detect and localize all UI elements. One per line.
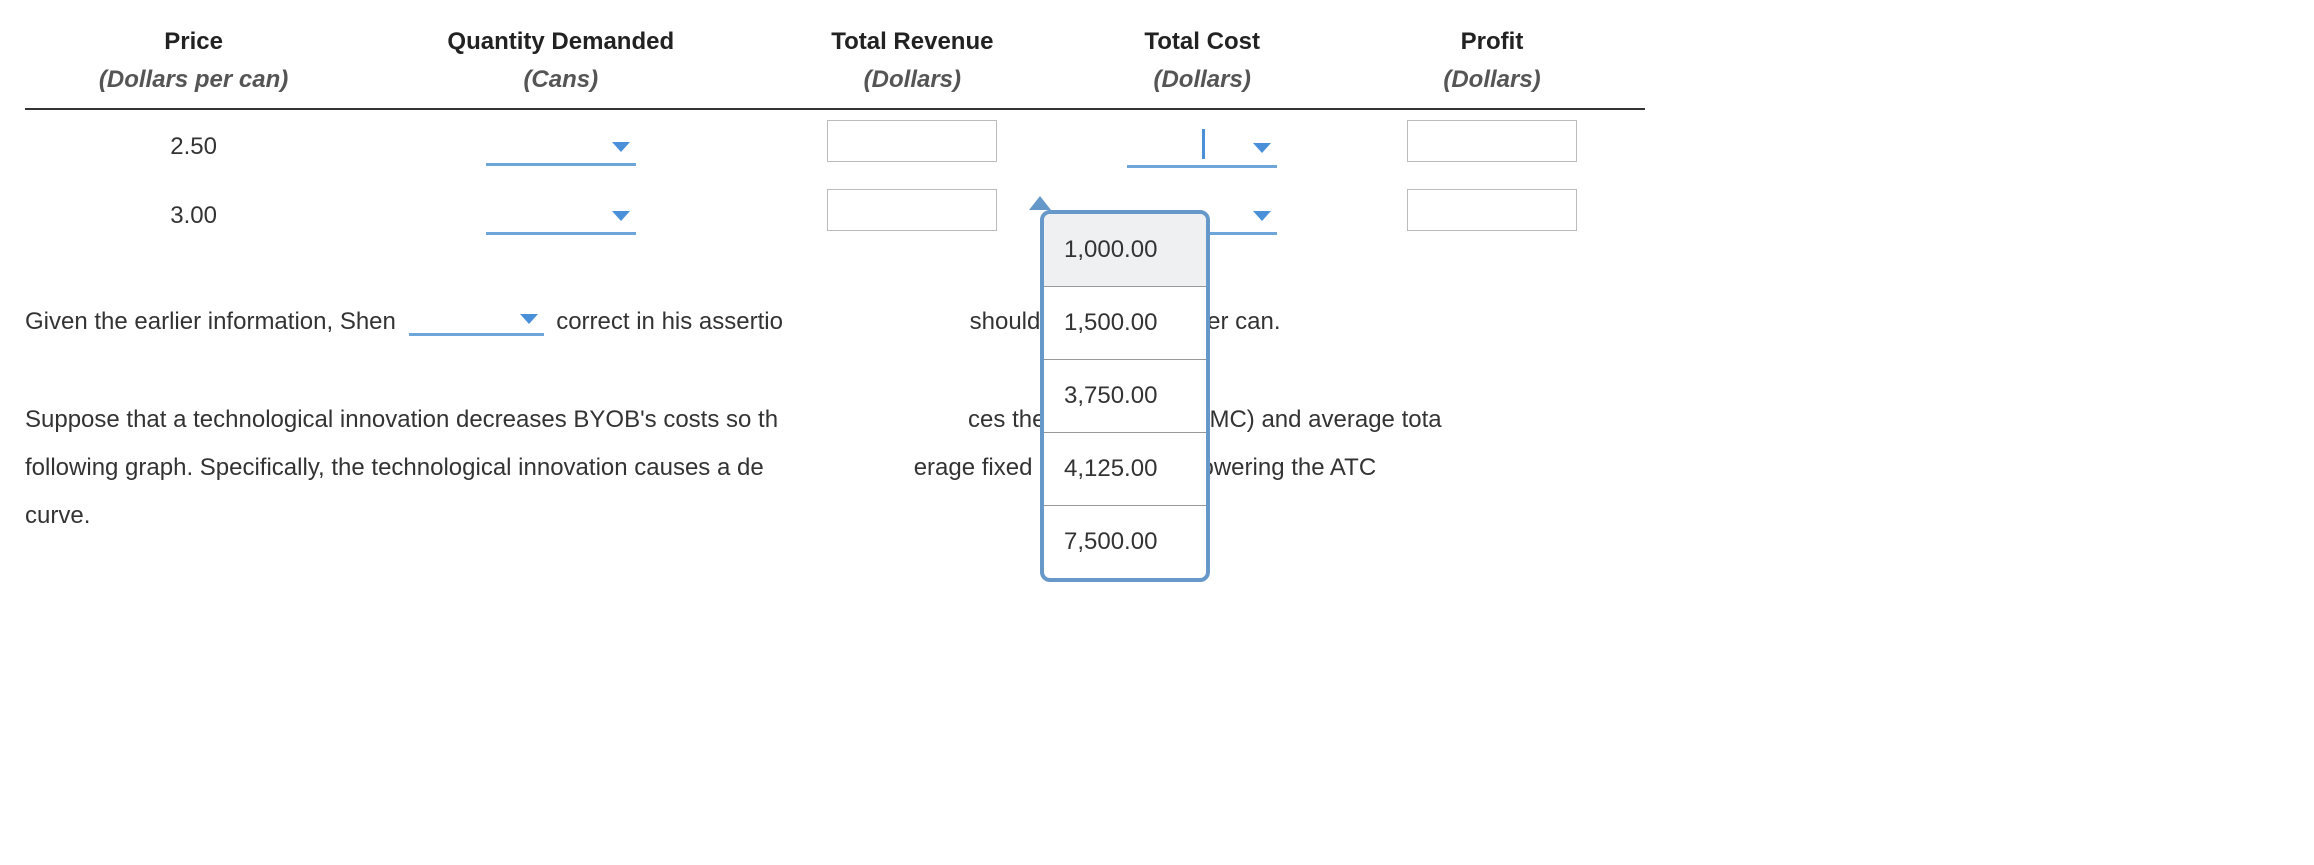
chevron-down-icon [612, 211, 630, 221]
chevron-down-icon [1253, 211, 1271, 221]
header-tr: Total Revenue [759, 20, 1065, 62]
profit-input-row2[interactable] [1407, 189, 1577, 231]
header-tc-unit: (Dollars) [1065, 62, 1339, 109]
header-profit-unit: (Dollars) [1339, 62, 1645, 109]
text-post1: correct in his assertio [556, 308, 783, 335]
chevron-down-icon [520, 314, 538, 324]
header-tc: Total Cost [1065, 20, 1339, 62]
price-value: 2.50 [25, 109, 362, 179]
chevron-down-icon [1253, 143, 1271, 153]
para2-line3: curve. [25, 502, 90, 529]
para2-line1a: Suppose that a technological innovation … [25, 406, 778, 433]
header-profit: Profit [1339, 20, 1645, 62]
table-row: 2.50 [25, 109, 1645, 179]
total-revenue-input-row1[interactable] [827, 120, 997, 162]
pricing-table: Price Quantity Demanded Total Revenue To… [25, 20, 1645, 248]
qty-dropdown-row2[interactable] [486, 201, 636, 235]
total-cost-dropdown-menu: 1,000.001,500.003,750.004,125.007,500.00 [1040, 210, 1210, 582]
header-price: Price [25, 20, 362, 62]
qty-dropdown-row1[interactable] [486, 132, 636, 166]
total-cost-dropdown-row1[interactable] [1127, 131, 1277, 165]
dropdown-option[interactable]: 4,125.00 [1044, 433, 1206, 506]
pricing-table-container: Price Quantity Demanded Total Revenue To… [25, 20, 2289, 248]
header-tr-unit: (Dollars) [759, 62, 1065, 109]
profit-input-row1[interactable] [1407, 120, 1577, 162]
text-cursor [1202, 129, 1205, 159]
dropdown-option[interactable]: 1,000.00 [1044, 214, 1206, 287]
header-qty-unit: (Cans) [362, 62, 759, 109]
dropdown-option[interactable]: 7,500.00 [1044, 506, 1206, 578]
para2-line2a: following graph. Specifically, the techn… [25, 454, 764, 481]
table-row: 3.00 [25, 179, 1645, 248]
price-value: 3.00 [25, 179, 362, 248]
text-pre: Given the earlier information, Shen [25, 308, 403, 335]
header-price-unit: (Dollars per can) [25, 62, 362, 109]
dropdown-option[interactable]: 3,750.00 [1044, 360, 1206, 433]
dropdown-option[interactable]: 1,500.00 [1044, 287, 1206, 360]
chevron-down-icon [612, 142, 630, 152]
total-revenue-input-row2[interactable] [827, 189, 997, 231]
header-qty: Quantity Demanded [362, 20, 759, 62]
shen-correct-dropdown[interactable] [409, 306, 544, 336]
chevron-up-icon [1029, 196, 1051, 210]
